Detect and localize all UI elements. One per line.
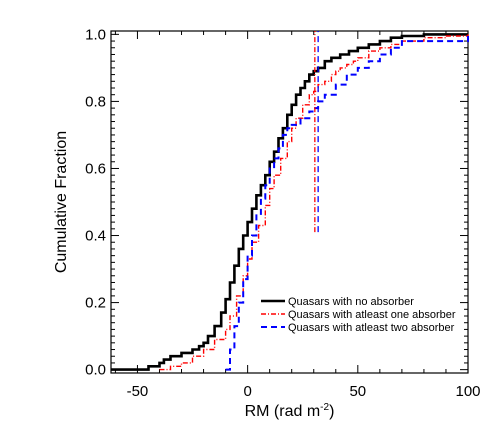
series-line-1 xyxy=(111,33,468,371)
y-tick-label: 0.8 xyxy=(85,93,106,110)
x-axis-label-superscript: -2 xyxy=(320,402,329,413)
y-tick-label: 0.4 xyxy=(85,228,106,245)
y-tick-label: 1.0 xyxy=(85,26,106,43)
x-tick-label: 100 xyxy=(455,383,480,400)
legend-label-1: Quasars with no absorber xyxy=(288,296,414,308)
plot-axes: -50 0 50 100 0.0 0.2 0.4 0.6 0.8 1.0 xyxy=(85,26,480,400)
x-tick-label: -50 xyxy=(127,383,149,400)
x-tick-label: 0 xyxy=(243,383,251,400)
y-tick-label: 0.0 xyxy=(85,362,106,379)
plot-series xyxy=(111,33,469,371)
x-axis-label-suffix: ) xyxy=(329,403,334,420)
series-line-3 xyxy=(225,34,469,371)
series-line-2 xyxy=(159,34,469,371)
y-tick-label: 0.6 xyxy=(85,160,106,177)
x-axis-label-main: RM (rad m xyxy=(245,403,321,420)
legend-label-2: Quasars with atleast one absorber xyxy=(288,309,456,321)
y-tick-label: 0.2 xyxy=(85,295,106,312)
plot-vertical-markers xyxy=(314,31,319,233)
legend-label-3: Quasars with atleast two absorber xyxy=(288,322,455,334)
x-tick-label: 50 xyxy=(349,383,366,400)
y-axis-label: Cumulative Fraction xyxy=(53,131,70,273)
x-axis-label: RM (rad m-2) xyxy=(245,402,335,420)
